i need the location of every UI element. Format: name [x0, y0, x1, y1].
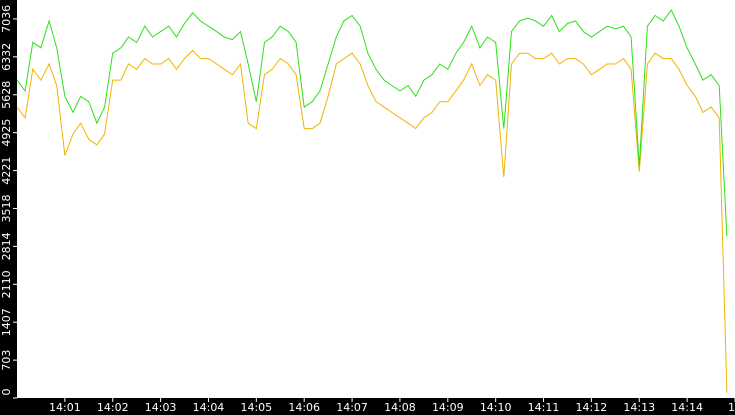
- x-tick-label: 14:12: [576, 401, 608, 414]
- y-tick-label: 4221: [0, 157, 13, 185]
- x-tick-label: 14:02: [97, 401, 129, 414]
- y-tick-label: 7036: [0, 5, 13, 33]
- line-series: [16, 9, 728, 237]
- x-tick-label: 14:03: [145, 401, 177, 414]
- line-series: [16, 49, 728, 393]
- y-tick-label: 6332: [0, 43, 13, 71]
- y-axis-strip: [0, 0, 17, 415]
- y-tick-label: 5628: [0, 81, 13, 109]
- x-axis-strip: [0, 398, 735, 415]
- x-tick-label: 14:05: [240, 401, 272, 414]
- x-tick-label: 14:01: [49, 401, 81, 414]
- x-tick-label: 14:10: [480, 401, 512, 414]
- x-tick-label: 14: [728, 401, 735, 414]
- x-tick-label: 14:14: [671, 401, 703, 414]
- y-tick-label: 703: [0, 350, 13, 371]
- y-tick-label: 4925: [0, 119, 13, 147]
- x-tick-label: 14:06: [288, 401, 320, 414]
- x-tick-label: 14:08: [384, 401, 416, 414]
- y-tick-label: 2814: [0, 232, 13, 260]
- x-tick-label: 14:13: [623, 401, 655, 414]
- y-tick-label: 0: [0, 389, 13, 396]
- x-tick-label: 14:07: [336, 401, 368, 414]
- y-tick-label: 2110: [0, 270, 13, 298]
- y-tick-label: 3518: [0, 194, 13, 222]
- x-tick-label: 14:11: [528, 401, 560, 414]
- x-tick-label: 14:04: [193, 401, 225, 414]
- x-tick-label: 14:09: [432, 401, 464, 414]
- y-tick-label: 1407: [0, 308, 13, 336]
